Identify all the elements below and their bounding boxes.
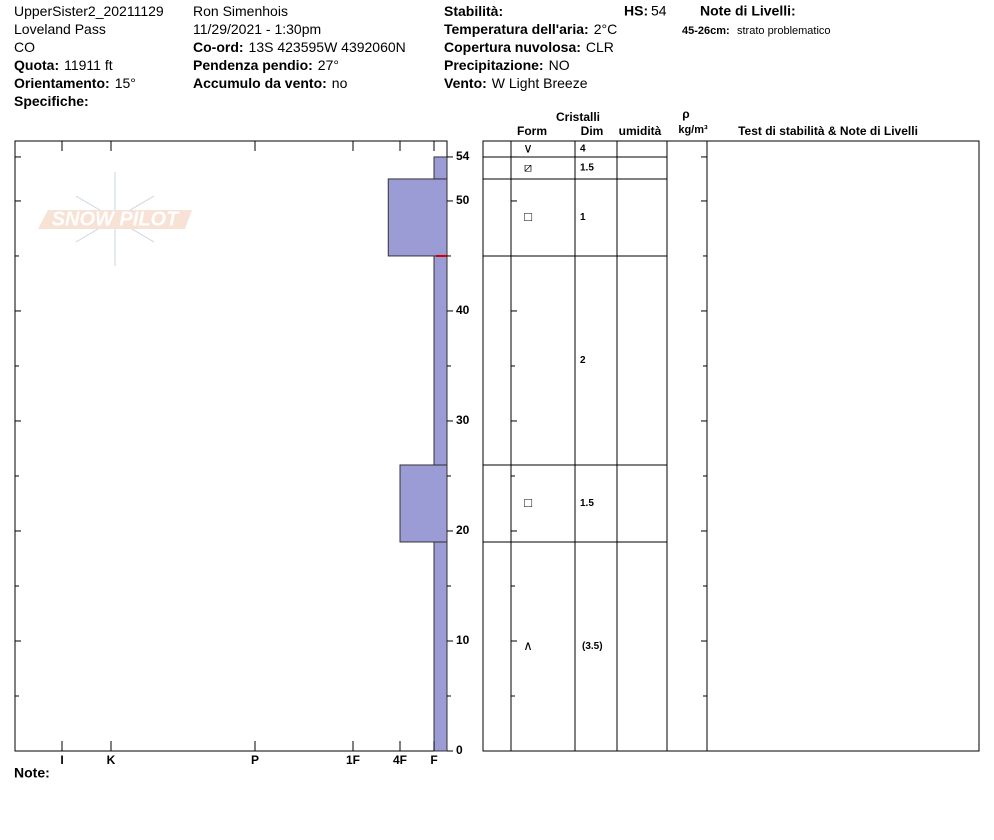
watermark-logo: SNOW PILOT [38,172,192,266]
layer-size: 1 [580,212,586,223]
field-value: 11/29/2021 - 1:30pm [193,21,321,37]
layer-form: ⧄ [524,159,532,174]
field-label: Vento: [444,75,487,91]
header-field: Pendenza pendio: 27° [193,57,339,73]
field-value: Loveland Pass [14,21,106,37]
layer-size: (3.5) [582,641,603,652]
layer-size: 1.5 [580,163,594,174]
col-form: Form [517,124,547,138]
layer-form: □ [524,209,532,224]
header-field: Temperatura dell'aria: 2°C [444,21,617,37]
field-label: Precipitazione: [444,57,544,73]
layer-size: 2 [580,355,586,366]
hardness-bar [433,156,448,180]
watermark-text: SNOW PILOT [52,208,180,230]
y-tick-label: 40 [456,303,470,317]
header-field: Stabilità: [444,3,503,19]
header-field: CO [14,39,35,55]
header-field: Specifiche: [14,93,89,109]
field-value: Ron Simenhois [193,3,288,19]
x-tick-label: 4F [393,753,407,767]
hardness-bar [433,255,448,466]
hardness-bar [433,541,448,752]
header-field: Precipitazione: NO [444,57,570,73]
header-field: Quota: 11911 ft [14,57,113,73]
x-tick-label: 1F [346,753,360,767]
header-field: Vento: W Light Breeze [444,75,588,91]
field-label: Specifiche: [14,93,89,109]
surface-size: 4 [580,144,586,155]
field-label: Copertura nuvolosa: [444,39,581,55]
hs-value: 54 [651,3,667,19]
field-value: CLR [586,39,614,55]
y-tick-label: 0 [456,743,463,757]
field-label: Co-ord: [193,39,244,55]
footer-note: Note: [14,765,50,781]
layer-form: □ [524,495,532,510]
field-value: W Light Breeze [492,75,588,91]
field-value: CO [14,39,35,55]
header-field: Ron Simenhois [193,3,288,19]
field-value: 13S 423595W 4392060N [249,39,406,55]
field-label: Orientamento: [14,75,110,91]
header-field: Orientamento: 15° [14,75,136,91]
field-value: no [332,75,348,91]
field-value: UpperSister2_20211129 [14,3,164,19]
x-tick-label: K [107,753,116,767]
header-field: 11/29/2021 - 1:30pm [193,21,321,37]
field-value: NO [549,57,570,73]
header-field: UpperSister2_20211129 [14,3,164,19]
note-label: 45-26cm: [682,25,730,37]
y-tick-label: 10 [456,633,470,647]
x-tick-label: I [60,753,63,767]
col-size: Dim [581,124,604,138]
col-notes: Test di stabilità & Note di Livelli [738,124,918,138]
col-density-unit: kg/m³ [678,124,708,136]
field-label: Pendenza pendio: [193,57,313,73]
field-label: Accumulo da vento: [193,75,327,91]
y-tick-label: 20 [456,523,470,537]
field-value: 2°C [594,21,618,37]
col-wetness: umidità [619,124,662,138]
profile-frame [14,140,448,752]
field-value: 27° [318,57,339,73]
table-frame [482,140,980,752]
col-density: ρ [682,107,689,121]
note-value: strato problematico [737,25,831,37]
field-label: Stabilità: [444,3,503,19]
header-field: Copertura nuvolosa: CLR [444,39,614,55]
header-field: Loveland Pass [14,21,106,37]
field-value: 11911 ft [64,57,113,73]
hs-label: HS: [624,3,648,19]
field-value: 15° [115,75,136,91]
notes-title: Note di Livelli: [700,3,796,19]
col-group: Cristalli [556,110,600,124]
hardness-bar [387,178,448,257]
x-tick-label: P [251,753,259,767]
y-tick-label: 30 [456,413,470,427]
hardness-bar [399,464,448,543]
header-field: Co-ord: 13S 423595W 4392060N [193,39,406,55]
y-tick-label: 54 [456,149,470,163]
y-tick-label: 50 [456,193,470,207]
surface-form: ∨ [523,140,533,155]
header-field: Accumulo da vento: no [193,75,348,91]
layer-form: ∧ [523,638,533,653]
layer-size: 1.5 [580,498,594,509]
x-tick-label: F [430,753,437,767]
field-label: Temperatura dell'aria: [444,21,589,37]
field-label: Quota: [14,57,59,73]
